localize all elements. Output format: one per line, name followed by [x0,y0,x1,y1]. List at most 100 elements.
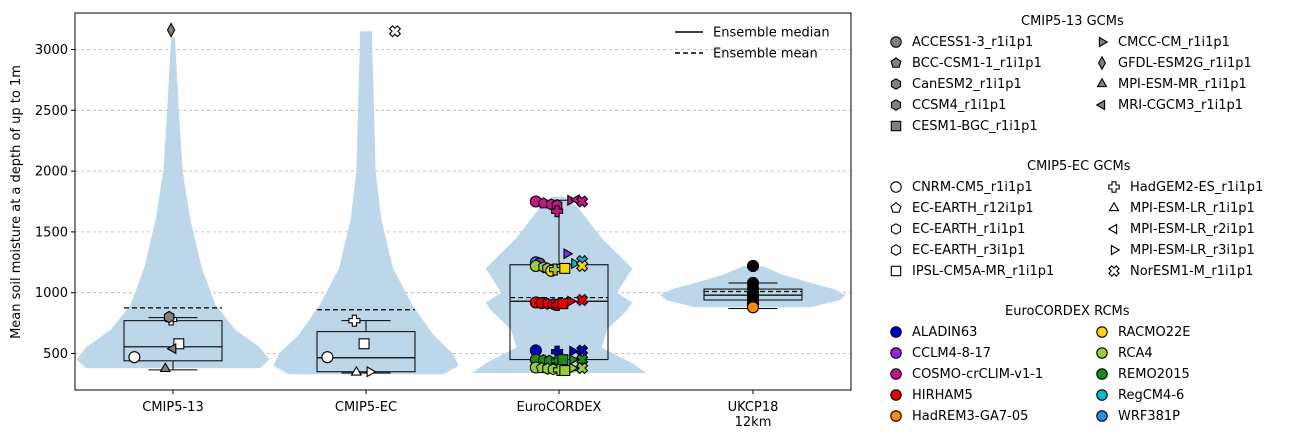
data-point [366,366,377,378]
legend-marker [890,202,902,213]
y-tick-label: 1000 [35,286,68,301]
legend-marker [1097,55,1107,71]
legend-item: WRF381P [1094,408,1180,424]
legend-item: COSMO-crCLIM-v1-1 [888,366,1043,382]
legend-marker [890,347,902,359]
legend-marker [890,389,902,401]
legend-marker [890,368,902,380]
legend-label: MPI-ESM-LR_r2i1p1 [1130,221,1255,237]
legend-marker-icon [890,389,902,401]
legend-marker-icon [1107,223,1118,235]
legend-item: IPSL-CM5A-MR_r1i1p1 [888,263,1054,279]
legend-item: EC-EARTH_r12i1p1 [888,200,1034,216]
legend-item: ALADIN63 [888,324,977,340]
legend-marker-icon [1095,99,1106,111]
legend-item: MPI-ESM-LR_r1i1p1 [1106,200,1255,216]
legend-marker-icon [1096,368,1108,380]
legend-item: CMCC-CM_r1i1p1 [1094,34,1230,50]
legend-label: REMO2015 [1118,366,1190,382]
data-point [746,301,760,314]
legend-marker [890,244,902,256]
legend-marker-icon [890,410,902,422]
legend-label: CanESM2_r1i1p1 [912,76,1022,92]
legend-item: BCC-CSM1-1_r1i1p1 [888,55,1042,71]
legend-marker-icon [890,368,902,380]
legend-marker-icon [890,223,902,235]
legend-item: ACCESS1-3_r1i1p1 [888,34,1033,50]
legend-item: MRI-CGCM3_r1i1p1 [1094,97,1243,113]
legend-marker-icon [890,36,902,48]
legend-marker [1107,223,1118,235]
legend-item: CanESM2_r1i1p1 [888,76,1022,92]
data-point [173,338,185,350]
x-tick-label: CMIP5-13 [142,400,203,415]
legend-item: RegCM4-6 [1094,387,1184,403]
legend-label: EC-EARTH_r1i1p1 [912,221,1026,237]
violin [273,31,459,375]
box [316,331,416,373]
legend-item: REMO2015 [1094,366,1190,382]
data-point [569,345,580,357]
legend-marker [1096,368,1108,380]
legend-label: RegCM4-6 [1118,387,1185,403]
data-point [551,205,564,218]
legend-item: CESM1-BGC_r1i1p1 [888,118,1038,134]
legend-item: RCA4 [1094,345,1153,361]
legend-marker-icon [1110,244,1121,256]
legend-item: EC-EARTH_r1i1p1 [888,221,1025,237]
data-point [557,354,569,366]
legend-item: MPI-ESM-LR_r2i1p1 [1106,221,1255,237]
data-point [166,342,177,355]
plot-frame [74,12,852,391]
legend-title-eurocordex: EuroCORDEX RCMs [1005,304,1130,319]
y-tick-label: 2000 [35,165,68,180]
legend-label: EC-EARTH_r3i1p1 [912,242,1026,258]
legend-marker [890,223,902,235]
legend-marker [1096,410,1108,422]
data-point [128,351,141,364]
data-point [563,248,574,260]
legend-label: CMCC-CM_r1i1p1 [1118,34,1230,50]
legend-marker [1108,265,1120,277]
legend-label: EC-EARTH_r12i1p1 [912,200,1034,216]
legend-marker-icon [890,347,902,359]
legend-marker-icon [890,181,902,193]
legend-marker-icon [1096,410,1108,422]
legend-marker-icon [890,99,902,111]
legend-label: CNRM-CM5_r1i1p1 [912,179,1033,195]
legend-marker-icon [890,244,902,256]
legend-marker [1096,389,1108,401]
data-point [571,257,581,270]
data-point [159,362,171,373]
legend-item: CNRM-CM5_r1i1p1 [888,179,1033,195]
data-point [746,259,760,273]
legend-label: RCA4 [1118,345,1153,361]
legend-marker [890,265,902,277]
legend-marker-icon [890,57,902,68]
legend-marker-icon [890,202,902,213]
legend-marker [890,57,902,68]
legend-label: MPI-ESM-LR_r3i1p1 [1130,242,1255,258]
legend-item: CCSM4_r1i1p1 [888,97,1006,113]
data-point [163,310,175,324]
data-point [166,22,176,38]
legend-label: ACCESS1-3_r1i1p1 [912,34,1034,50]
legend-marker [1096,326,1108,338]
legend-marker [890,181,902,193]
data-point [559,262,571,274]
legend-marker-icon [890,120,902,132]
legend-marker [890,120,902,132]
legend-label: MRI-CGCM3_r1i1p1 [1118,97,1244,113]
legend-label: IPSL-CM5A-MR_r1i1p1 [912,263,1055,279]
legend-label: ALADIN63 [912,324,978,340]
legend-label: WRF381P [1118,408,1181,424]
legend-marker [1098,36,1109,48]
legend-marker [890,78,902,90]
legend-label: NorESM1-M_r1i1p1 [1130,263,1254,279]
data-point [569,353,580,366]
legend-label: RACMO22E [1118,324,1191,340]
legend-line-label: Ensemble mean [713,47,818,62]
legend-marker-icon [890,326,902,338]
legend-marker [890,99,902,111]
